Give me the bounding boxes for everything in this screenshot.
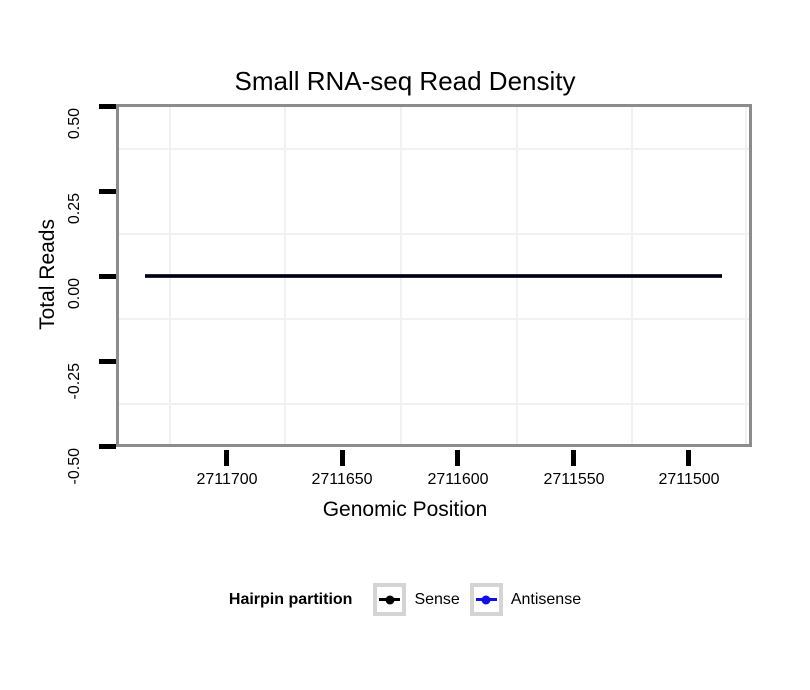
read-density-line [145, 274, 722, 278]
gridline-horizontal-minor [119, 403, 749, 405]
x-axis-title: Genomic Position [322, 498, 488, 521]
legend-label-antisense: Antisense [510, 590, 582, 608]
antisense-point-icon [481, 595, 491, 604]
x-tick [224, 450, 229, 466]
y-tick-label: 0.25 [66, 193, 83, 225]
y-tick-label: 0.50 [66, 108, 83, 140]
y-tick [99, 444, 116, 449]
y-tick-label: -0.25 [66, 363, 83, 400]
gridline-horizontal-minor [119, 318, 749, 320]
x-tick [455, 450, 460, 466]
x-tick [340, 450, 345, 466]
x-tick [686, 450, 691, 466]
legend-title: Hairpin partition [228, 590, 353, 608]
gridline-vertical-minor [745, 107, 747, 444]
legend-label-sense: Sense [414, 590, 460, 608]
y-tick-label: -0.50 [66, 448, 83, 485]
legend: Hairpin partition Sense Antisense [0, 583, 810, 616]
x-tick-label: 2711700 [196, 471, 258, 488]
legend-item-sense: Sense [373, 583, 460, 616]
sense-point-icon [385, 595, 395, 604]
legend-key-antisense-icon [469, 583, 503, 616]
y-tick [99, 104, 116, 109]
x-tick-label: 2711600 [427, 471, 489, 488]
legend-key-sense-icon [373, 583, 407, 616]
legend-item-antisense: Antisense [469, 583, 582, 616]
x-tick [571, 450, 576, 466]
y-tick-label: 0.00 [66, 278, 83, 310]
y-tick [99, 359, 116, 364]
chart-title: Small RNA-seq Read Density [234, 66, 576, 96]
y-tick [99, 189, 116, 194]
gridline-horizontal-minor [119, 148, 749, 150]
x-tick-label: 2711650 [311, 471, 373, 488]
x-tick-label: 2711500 [658, 471, 720, 488]
y-tick [99, 274, 116, 279]
x-tick-label: 2711550 [543, 471, 605, 488]
gridline-horizontal-minor [119, 233, 749, 235]
y-axis-title: Total Reads [36, 219, 59, 330]
